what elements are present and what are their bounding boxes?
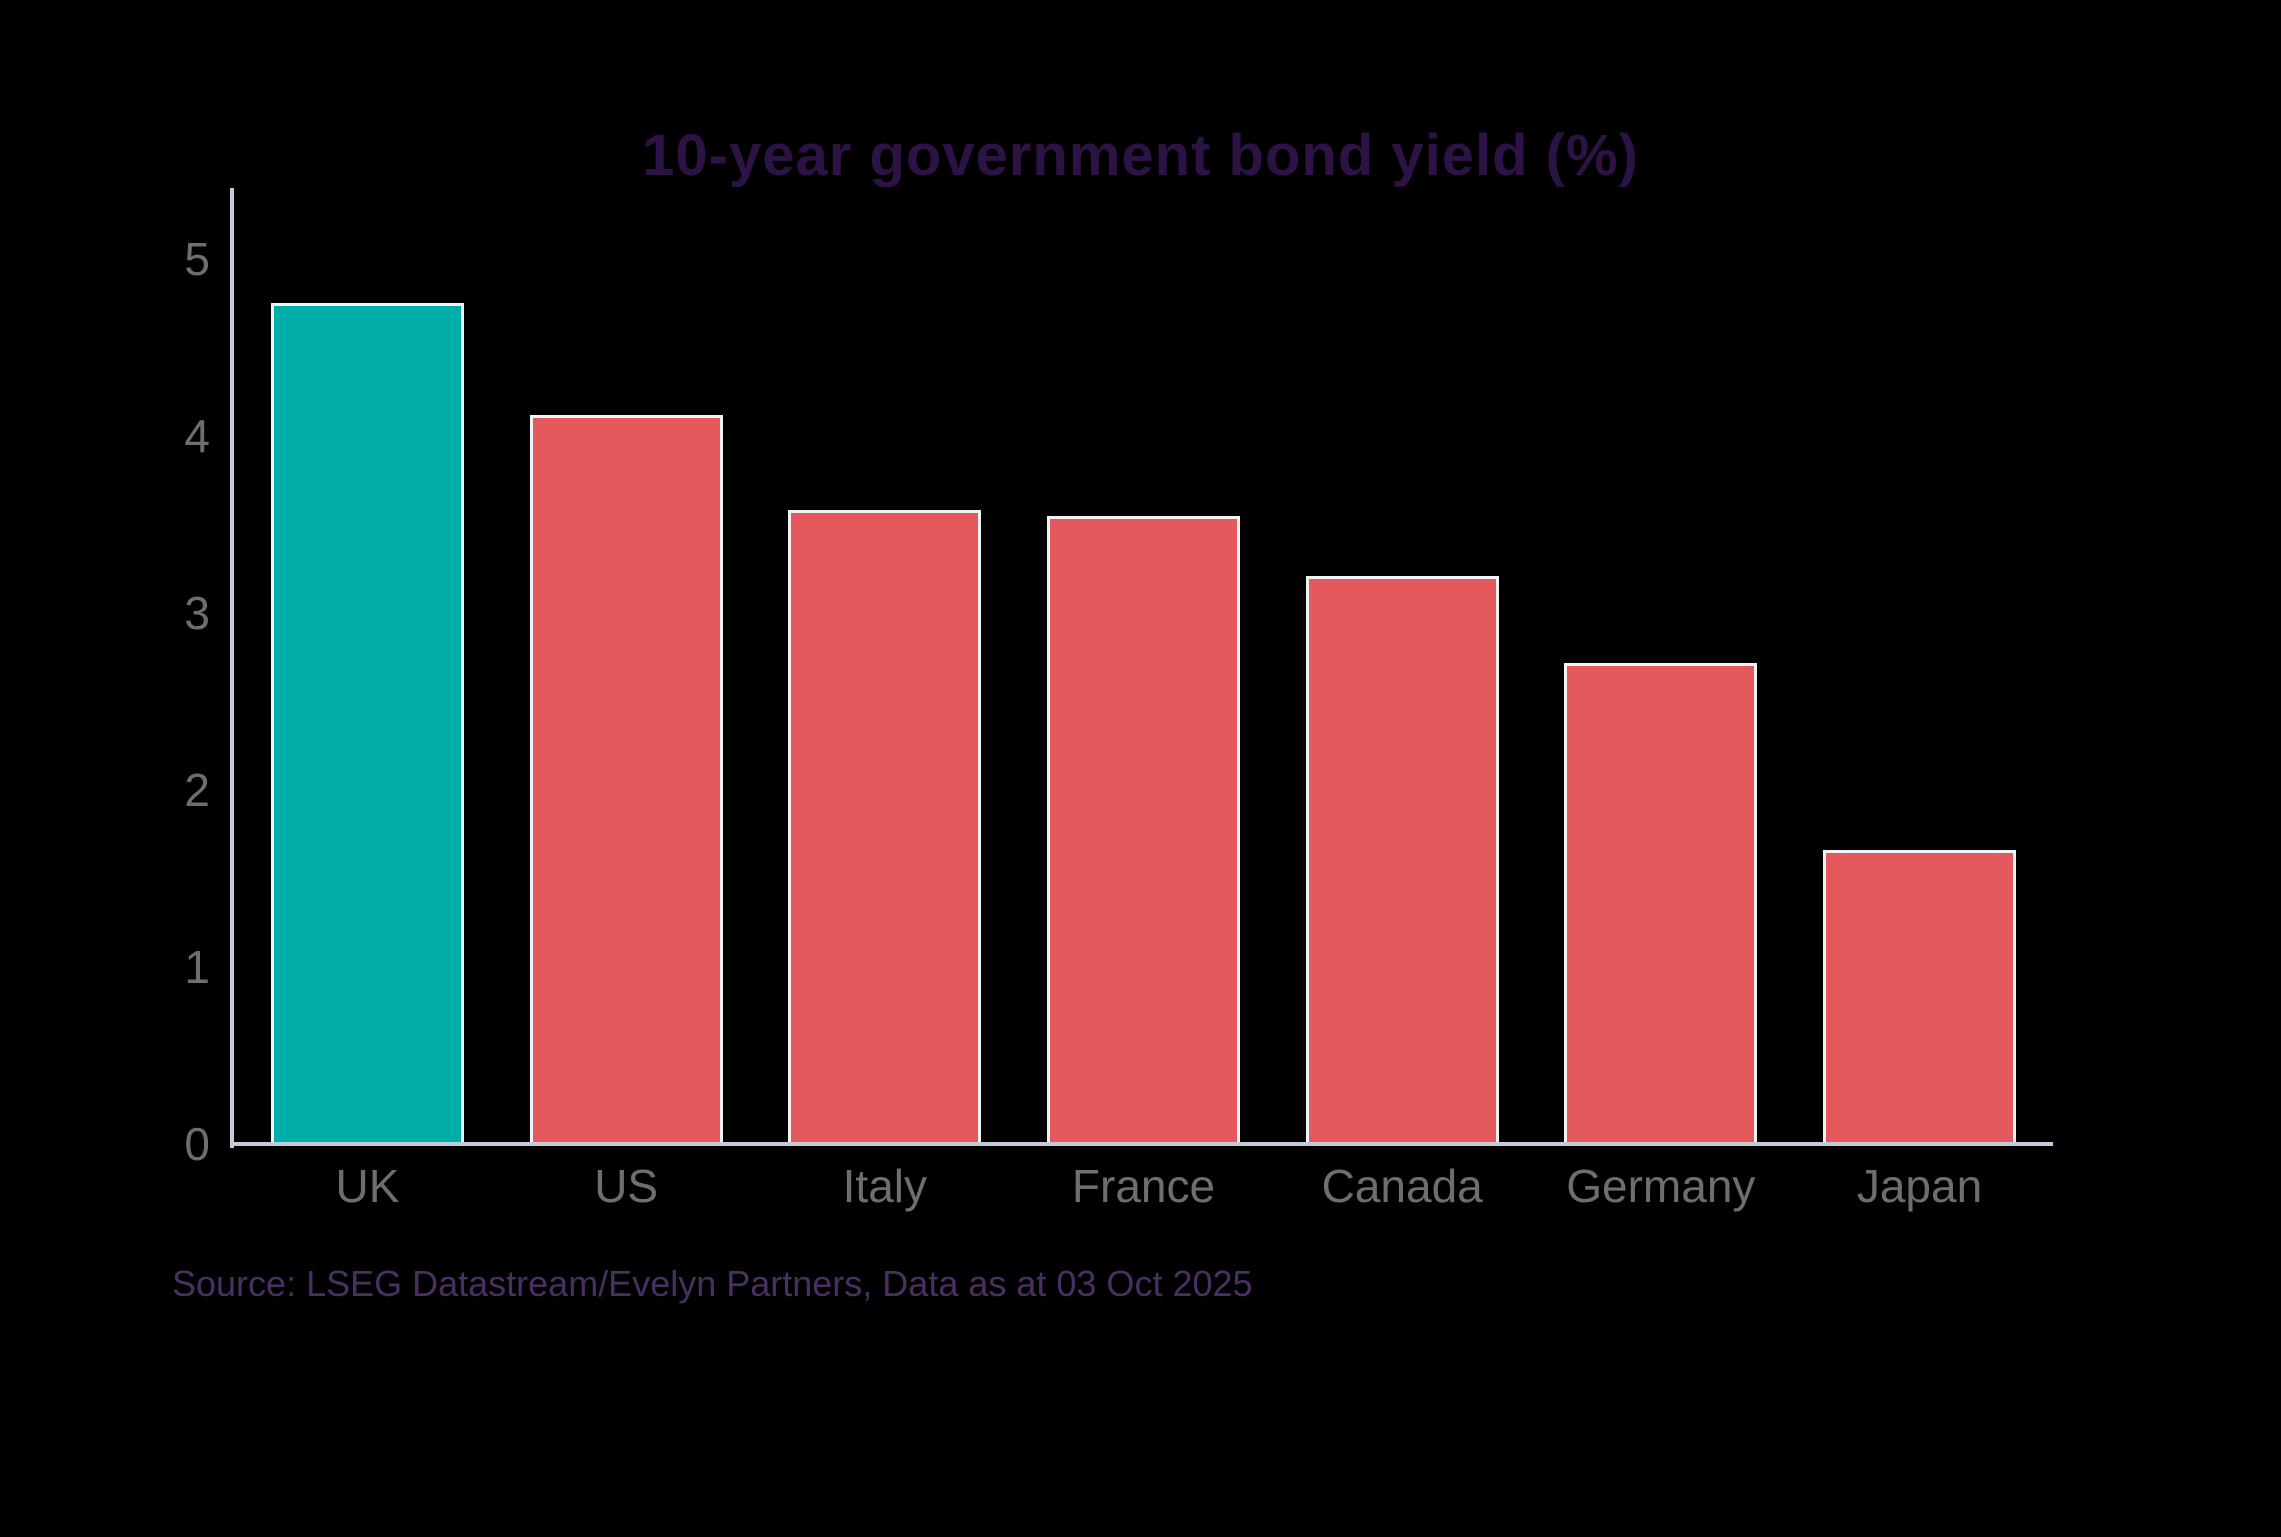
x-tick-label-uk: UK bbox=[335, 1160, 400, 1212]
x-tick-label-france: France bbox=[1071, 1160, 1216, 1212]
bar-canada bbox=[1305, 575, 1499, 1144]
y-tick-label-0: 0 bbox=[184, 1118, 210, 1170]
x-axis-line bbox=[230, 1142, 2053, 1146]
y-tick-label-5: 5 bbox=[184, 233, 210, 285]
x-tick-label-canada: Canada bbox=[1321, 1160, 1483, 1212]
bar-uk bbox=[271, 303, 464, 1144]
bar-italy bbox=[788, 510, 982, 1144]
y-tick-label-4: 4 bbox=[184, 410, 210, 462]
x-tick-label-germany: Germany bbox=[1566, 1160, 1756, 1212]
y-axis-line bbox=[230, 188, 234, 1148]
source-caption: Source: LSEG Datastream/Evelyn Partners,… bbox=[172, 1263, 1253, 1304]
y-tick-label-3: 3 bbox=[184, 587, 210, 639]
bar-us bbox=[529, 414, 723, 1144]
x-tick-label-italy: Italy bbox=[842, 1160, 928, 1212]
bar-japan bbox=[1823, 850, 2017, 1144]
bar-france bbox=[1047, 515, 1240, 1144]
bar-germany bbox=[1564, 662, 1758, 1144]
y-tick-label-1: 1 bbox=[184, 941, 210, 993]
chart-title: 10-year government bond yield (%) bbox=[642, 123, 1639, 188]
x-tick-label-us: US bbox=[594, 1160, 659, 1212]
x-tick-label-japan: Japan bbox=[1856, 1160, 1983, 1212]
y-tick-label-2: 2 bbox=[184, 764, 210, 816]
